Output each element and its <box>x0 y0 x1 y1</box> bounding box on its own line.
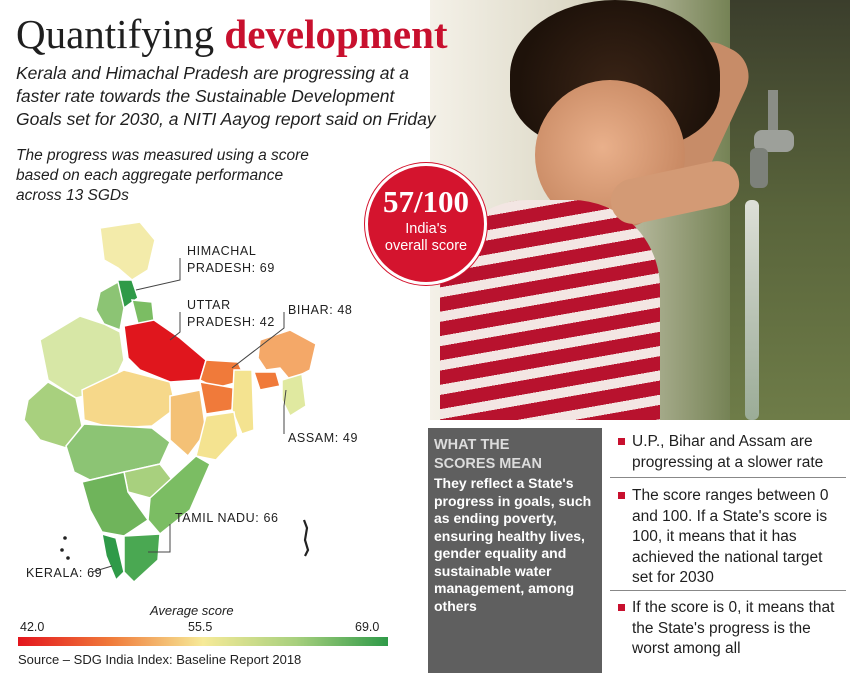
legend-title: Average score <box>150 603 234 618</box>
methodology-text: The progress was measured using a score … <box>16 147 309 204</box>
label-tamil-nadu: TAMIL NADU: 66 <box>175 511 279 525</box>
label-himachal: HIMACHAL PRADESH: 69 <box>187 244 275 275</box>
overall-score-label: India's overall score <box>384 221 468 254</box>
intro-text: Kerala and Himachal Pradesh are progress… <box>16 63 436 129</box>
page-title: Quantifying development <box>16 14 448 55</box>
source-note: Source – SDG India Index: Baseline Repor… <box>18 652 302 667</box>
overall-score-value: 57/100 <box>382 184 470 219</box>
legend-gradient-bar <box>18 637 388 646</box>
label-bihar: BIHAR: 48 <box>288 303 353 317</box>
scores-box-body: They reflect a State's progress in goals… <box>434 475 592 614</box>
india-sdg-map <box>23 221 317 584</box>
label-assam: ASSAM: 49 <box>288 431 359 445</box>
scores-meaning-box: WHAT THE SCORES MEAN They reflect a Stat… <box>428 428 602 673</box>
legend-mid: 55.5 <box>188 620 213 634</box>
scores-box-title: WHAT THE SCORES MEAN <box>434 437 542 472</box>
child-drinking-water-photo <box>430 0 850 420</box>
bullet-score-zero: If the score is 0, it means that the Sta… <box>614 598 846 660</box>
bullet-score-range: The score ranges between 0 and 100. If a… <box>614 486 846 589</box>
legend-min: 42.0 <box>20 620 45 634</box>
title-plain: Quantifying <box>16 11 215 57</box>
water-tap-icon <box>750 90 794 188</box>
title-accent: development <box>224 11 448 57</box>
divider <box>610 477 846 478</box>
legend-max: 69.0 <box>355 620 380 634</box>
label-uttar-pradesh: UTTAR PRADESH: 42 <box>187 298 275 329</box>
divider <box>610 590 846 591</box>
overall-score-badge: 57/100 India's overall score <box>365 163 487 285</box>
bullet-slower-states: U.P., Bihar and Assam are progressing at… <box>614 432 846 473</box>
label-kerala: KERALA: 69 <box>26 566 103 580</box>
